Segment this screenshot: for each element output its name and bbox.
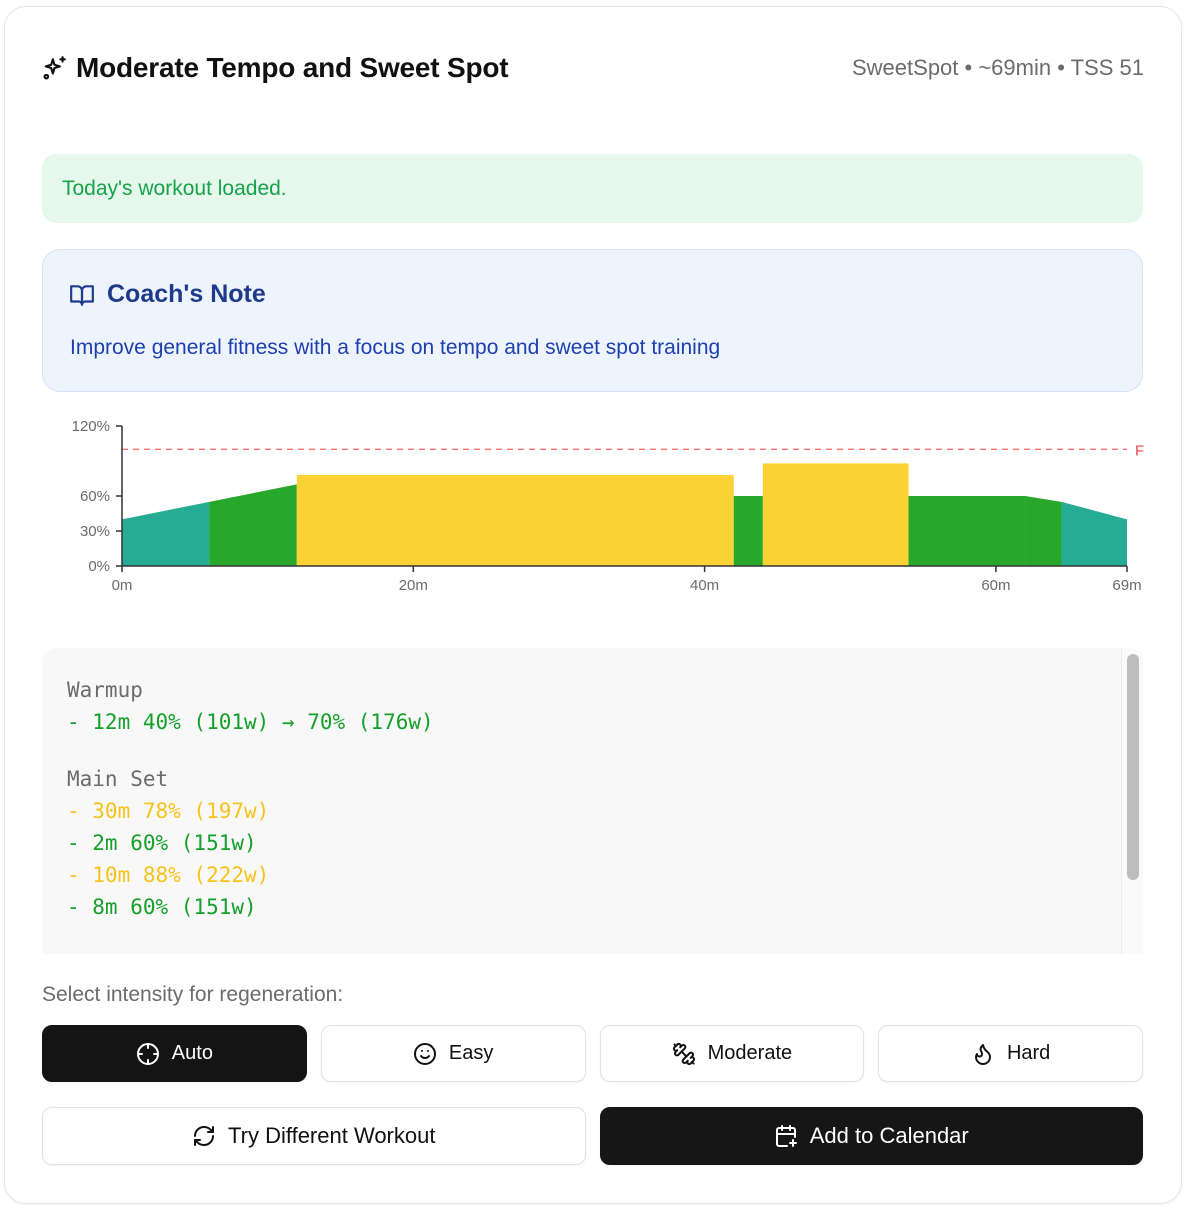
chart-segment (733, 496, 763, 566)
try-different-label: Try Different Workout (228, 1123, 436, 1148)
flame-icon (971, 1042, 995, 1066)
intensity-options: Auto Easy Moderate Hard (42, 1025, 1143, 1082)
step-section-title: Warmup (67, 678, 143, 702)
x-tick-label: 0m (112, 577, 133, 594)
dumbbell-icon (672, 1042, 696, 1066)
workout-steps-panel[interactable]: Warmup - 12m 40% (101w) → 70% (176w) Main … (42, 648, 1143, 954)
status-alert: Today's workout loaded. (42, 154, 1143, 223)
chart-segment (209, 484, 297, 566)
smile-icon (413, 1042, 437, 1066)
chart-segment (1025, 496, 1062, 566)
chart-segment (296, 475, 734, 566)
y-tick-label: 0% (88, 558, 110, 575)
step-line: - 10m 88% (222w) (67, 863, 270, 887)
y-tick-label: 30% (80, 523, 110, 540)
intensity-hard-button[interactable]: Hard (878, 1025, 1143, 1082)
add-to-calendar-label: Add to Calendar (809, 1123, 969, 1148)
step-section-title: Main Set (67, 767, 169, 791)
chart-segment (122, 501, 210, 566)
step-line: - 12m 40% (101w) → 70% (176w) (67, 710, 434, 734)
chart-segment (908, 496, 1026, 566)
intensity-auto-button[interactable]: Auto (42, 1025, 307, 1082)
intensity-easy-label: Easy (448, 1042, 494, 1064)
step-line: - 2m 60% (151w) (67, 831, 257, 855)
coach-note: Coach's Note Improve general fitness wit… (42, 249, 1143, 392)
workout-profile-chart: F 0% 30% 60% 120% 0m 20m 40m 60m 69m (40, 410, 1160, 610)
intensity-label: Select intensity for regeneration: (42, 983, 344, 1006)
workout-steps-list: Warmup - 12m 40% (101w) → 70% (176w) Main … (67, 674, 434, 923)
scrollbar-thumb[interactable] (1127, 654, 1139, 880)
status-message: Today's workout loaded. (62, 176, 287, 200)
step-line: - 30m 78% (197w) (67, 799, 270, 823)
step-line: - 8m 60% (151w) (67, 895, 257, 919)
x-tick-label: 69m (1112, 577, 1141, 594)
crosshair-icon (136, 1042, 160, 1066)
x-tick-label: 20m (399, 577, 428, 594)
ftp-label: F (1135, 442, 1144, 459)
chart-svg: F 0% 30% 60% 120% 0m 20m 40m 60m 69m (72, 418, 1145, 594)
book-open-icon (69, 283, 95, 307)
try-different-workout-button[interactable]: Try Different Workout (42, 1107, 586, 1165)
intensity-moderate-button[interactable]: Moderate (599, 1025, 865, 1082)
intensity-auto-label: Auto (171, 1042, 213, 1064)
intensity-hard-label: Hard (1006, 1042, 1051, 1064)
y-tick-label: 120% (72, 418, 110, 435)
refresh-icon (192, 1124, 216, 1148)
calendar-plus-icon (774, 1124, 798, 1148)
intensity-easy-button[interactable]: Easy (320, 1025, 586, 1082)
action-buttons: Try Different Workout Add to Calendar (42, 1107, 1143, 1165)
add-to-calendar-button[interactable]: Add to Calendar (599, 1107, 1143, 1165)
workout-header: Moderate Tempo and Sweet Spot SweetSpot … (42, 48, 1144, 88)
workout-meta: SweetSpot • ~69min • TSS 51 (852, 55, 1144, 80)
chart-segment (762, 463, 909, 566)
x-tick-label: 60m (981, 577, 1010, 594)
coach-note-body: Improve general fitness with a focus on … (70, 336, 721, 359)
scrollbar[interactable] (1121, 648, 1143, 954)
intensity-moderate-label: Moderate (707, 1042, 793, 1064)
coach-note-title: Coach's Note (107, 280, 266, 308)
sparkles-icon (42, 55, 68, 81)
x-tick-label: 40m (690, 577, 719, 594)
y-tick-label: 60% (80, 488, 110, 505)
workout-title: Moderate Tempo and Sweet Spot (76, 52, 509, 83)
chart-segment (1061, 501, 1127, 566)
